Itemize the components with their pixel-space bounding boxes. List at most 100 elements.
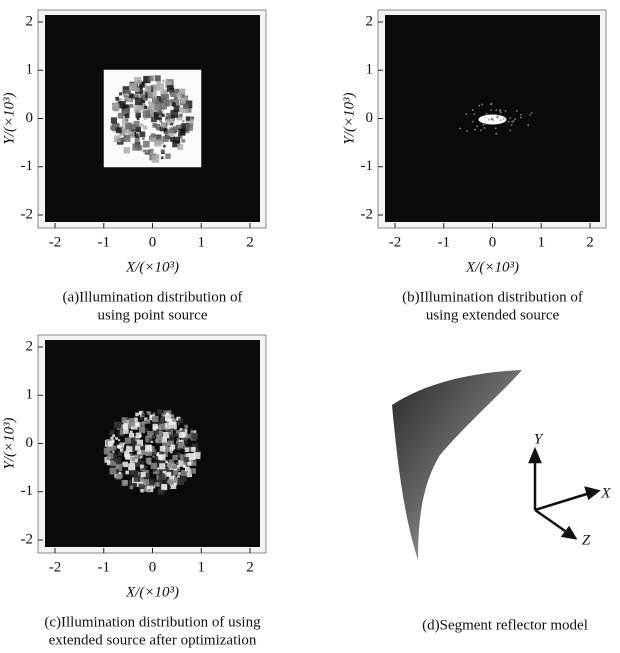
speckle <box>139 475 147 482</box>
speckle <box>149 148 154 153</box>
speckle <box>141 450 147 456</box>
speckle <box>130 480 137 488</box>
speckle <box>143 479 149 485</box>
speckle <box>140 443 147 451</box>
speckle <box>191 432 198 440</box>
speckle <box>190 447 196 452</box>
speckle <box>159 102 167 110</box>
speckle <box>115 127 122 134</box>
speckle <box>143 100 146 103</box>
speckle <box>472 120 474 123</box>
speckle <box>145 449 153 456</box>
speckle <box>106 444 113 451</box>
speckle <box>137 451 144 458</box>
speckle <box>139 456 142 459</box>
speckle <box>155 470 160 475</box>
speckle <box>129 445 136 452</box>
illumination <box>103 409 201 495</box>
speckle <box>163 431 170 439</box>
x-tick-label: 1 <box>198 559 206 575</box>
speckle <box>128 463 136 471</box>
speckle <box>183 456 189 463</box>
x-tick-label: -1 <box>98 559 111 575</box>
speckle <box>190 468 197 474</box>
speckle <box>520 116 522 119</box>
speckle <box>153 102 161 110</box>
panel: -2 -1 0 1 2 2 1 0 -1 -2 X/(×10³) Y/(×10³) (b)Illumin… <box>341 9 607 323</box>
speckle <box>530 112 533 114</box>
speckle <box>121 118 129 126</box>
speckle <box>164 81 172 88</box>
speckle <box>172 454 178 461</box>
speckle <box>173 465 180 471</box>
speckle <box>491 118 494 121</box>
speckle <box>176 114 183 121</box>
speckle <box>145 150 149 154</box>
speckle <box>190 430 194 435</box>
speckle <box>158 420 165 427</box>
speckle <box>129 432 135 439</box>
speckle <box>111 123 120 132</box>
speckle <box>508 120 510 123</box>
speckle <box>180 97 187 104</box>
speckle <box>161 483 168 490</box>
speckle <box>164 414 172 422</box>
speckle <box>177 143 184 150</box>
speckle <box>131 129 134 132</box>
speckle <box>118 101 126 109</box>
speckle <box>168 431 172 435</box>
speckle <box>135 87 140 92</box>
speckle <box>163 128 168 132</box>
speckle <box>145 457 152 464</box>
speckle <box>127 94 130 97</box>
speckle <box>124 437 131 444</box>
speckle <box>146 411 149 414</box>
speckle <box>121 450 124 453</box>
speckle <box>115 465 120 470</box>
speckle <box>128 93 134 99</box>
speckle <box>143 117 147 120</box>
speckle <box>496 116 499 119</box>
x-tick-label: 1 <box>198 234 206 250</box>
speckle <box>139 131 146 138</box>
speckle <box>112 450 115 453</box>
speckle <box>179 428 182 431</box>
speckle <box>157 83 165 90</box>
speckle <box>159 126 165 132</box>
speckle <box>154 139 162 147</box>
speckle <box>140 123 144 127</box>
speckle <box>181 444 186 449</box>
speckle <box>112 103 120 111</box>
speckle <box>175 124 182 131</box>
speckle <box>113 457 119 462</box>
speckle <box>119 92 123 96</box>
speckle <box>165 78 169 82</box>
speckle <box>118 439 121 442</box>
speckle <box>110 436 114 440</box>
speckle <box>161 122 166 128</box>
speckle <box>132 470 138 476</box>
speckle <box>186 472 192 478</box>
field <box>45 340 260 547</box>
speckle <box>516 110 518 112</box>
x-tick-label: 0 <box>489 234 497 250</box>
speckle <box>184 466 190 472</box>
speckle <box>161 94 170 102</box>
speckle <box>504 110 507 112</box>
speckle <box>163 144 166 148</box>
speckle <box>172 139 180 148</box>
x-axis-label: X/(×10³) <box>465 259 519 275</box>
caption: using point source <box>98 307 208 323</box>
x-tick-label: 2 <box>246 234 254 250</box>
y-tick-label: 2 <box>26 338 34 354</box>
y-tick-label: -1 <box>21 483 34 499</box>
speckle <box>185 433 191 439</box>
speckle <box>177 477 185 485</box>
speckle <box>152 423 158 430</box>
y-tick-label: 1 <box>26 62 34 78</box>
speckle <box>148 438 152 442</box>
speckle <box>119 128 127 136</box>
speckle <box>117 112 124 119</box>
y-tick-label: 2 <box>26 13 34 29</box>
speckle <box>162 446 169 452</box>
